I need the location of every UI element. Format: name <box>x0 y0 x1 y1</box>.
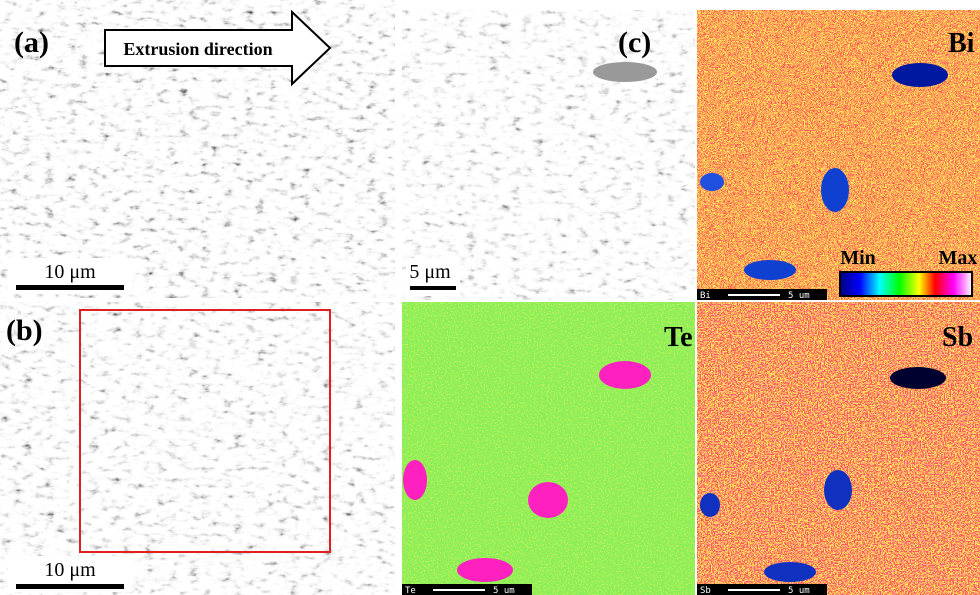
map-te: Te Te 5 um <box>402 302 695 595</box>
arrow-label: Extrusion direction <box>123 39 272 59</box>
map-image <box>697 10 980 300</box>
scale-bar <box>410 286 456 290</box>
depleted-region <box>890 367 946 389</box>
scale-label: 5 um <box>788 291 810 301</box>
panel-c: (c) 5 μm <box>402 10 695 300</box>
scale-label: 5 um <box>493 586 515 595</box>
depleted-region <box>821 168 849 212</box>
depleted-region <box>892 63 948 87</box>
scale-label: 5 um <box>788 586 810 595</box>
phase <box>593 62 657 82</box>
rich-region <box>599 361 651 389</box>
panel-label: (b) <box>6 314 43 347</box>
scale-label: 10 μm <box>44 261 96 283</box>
rich-region <box>457 558 513 582</box>
map-sb: Sb Sb 5 um <box>697 302 980 595</box>
panel-a: (a) Extrusion direction 10 μm <box>0 0 395 298</box>
element-label: Te <box>664 322 693 353</box>
element-label: Sb <box>942 322 973 353</box>
scale-bar <box>16 285 124 290</box>
depleted-region <box>824 470 852 510</box>
depleted-region <box>764 562 816 582</box>
scale-label: 10 μm <box>44 559 96 581</box>
element-label: Bi <box>948 28 975 59</box>
depleted-region <box>700 493 720 517</box>
detector-label: Sb <box>700 586 711 595</box>
depleted-region <box>700 173 724 191</box>
detector-label: Bi <box>700 291 711 301</box>
scale-bar <box>16 584 124 589</box>
detector-label: Te <box>405 586 416 595</box>
panel-label: (a) <box>14 26 49 59</box>
scale-label: 5 μm <box>409 261 451 283</box>
figure: (a) Extrusion direction 10 μm (b) 10 μm … <box>0 0 980 595</box>
panel-b: (b) 10 μm <box>0 302 395 595</box>
colorbar-max: Max <box>939 247 978 269</box>
rich-region <box>528 482 568 518</box>
map-image <box>697 302 980 595</box>
rich-region <box>403 460 427 500</box>
depleted-region <box>744 260 796 280</box>
map-bi: Bi Min Max Bi 5 um <box>697 10 980 301</box>
colorbar <box>840 272 972 296</box>
colorbar-min: Min <box>840 247 876 269</box>
panel-label: (c) <box>618 26 651 59</box>
map-image <box>402 302 695 595</box>
